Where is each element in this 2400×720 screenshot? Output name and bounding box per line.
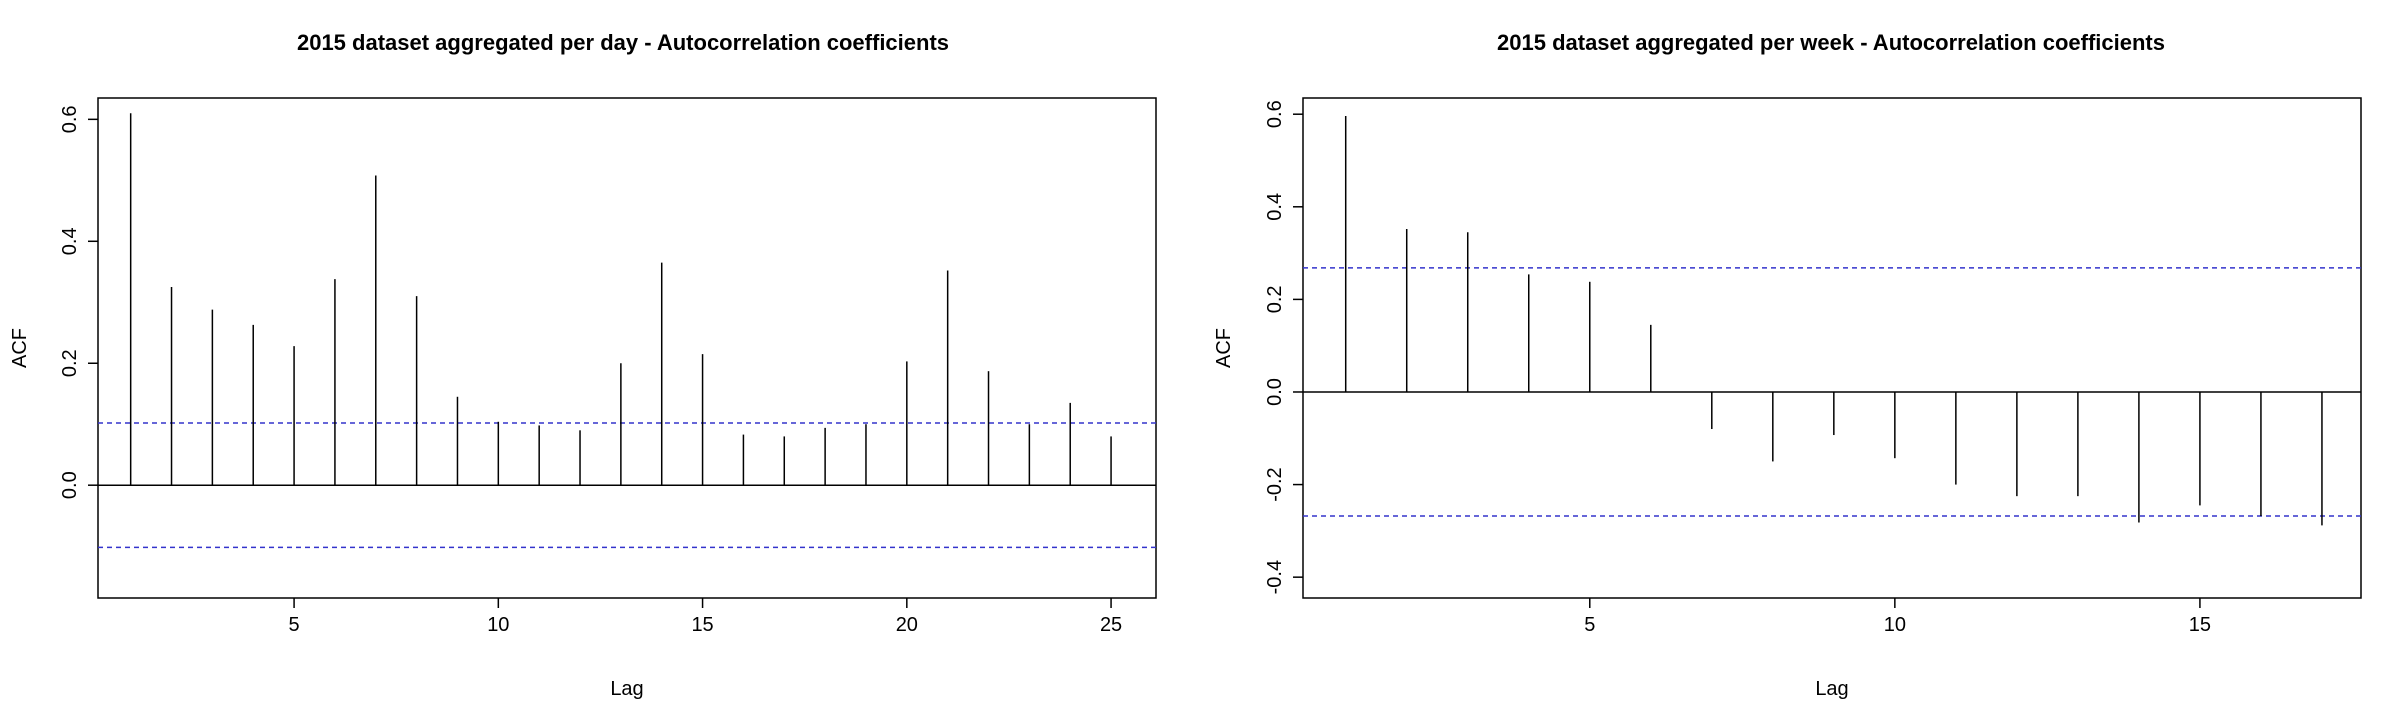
x-tick-label-daily: 20	[896, 614, 918, 636]
chart-title-weekly: 2015 dataset aggregated per week - Autoc…	[1497, 30, 2165, 55]
chart-panel-weekly: 2015 dataset aggregated per week - Autoc…	[1213, 30, 2362, 700]
y-tick-label-daily: 0.2	[59, 349, 81, 377]
plot-frame-weekly	[1302, 97, 2362, 599]
x-tick-label-weekly: 15	[2189, 614, 2211, 636]
y-tick-label-weekly: -0.2	[1264, 467, 1286, 501]
x-tick-label-daily: 25	[1100, 614, 1122, 636]
y-tick-label-daily: 0.6	[59, 105, 81, 133]
x-axis-label-daily: Lag	[610, 678, 643, 700]
y-tick-label-daily: 0.4	[59, 227, 81, 255]
chart-title-daily: 2015 dataset aggregated per day - Autoco…	[297, 30, 949, 55]
y-tick-label-weekly: 0.6	[1264, 100, 1286, 128]
y-tick-label-weekly: 0.4	[1264, 193, 1286, 221]
chart-panel-daily: 2015 dataset aggregated per day - Autoco…	[9, 30, 1157, 700]
x-axis-label-weekly: Lag	[1815, 678, 1848, 700]
y-tick-label-weekly: -0.4	[1264, 560, 1286, 594]
chart-marks-weekly: 5 10 15 -0.4 -0.2 0.0 0.2 0.4 0.6	[1264, 100, 2361, 636]
y-tick-label-daily: 0.0	[59, 471, 81, 499]
x-tick-label-daily: 10	[487, 614, 509, 636]
y-axis-label-daily: ACF	[9, 328, 31, 368]
x-tick-label-weekly: 10	[1884, 614, 1906, 636]
x-tick-label-daily: 5	[289, 614, 300, 636]
y-tick-label-weekly: 0.2	[1264, 285, 1286, 313]
y-axis-label-weekly: ACF	[1213, 328, 1235, 368]
y-tick-label-weekly: 0.0	[1264, 378, 1286, 406]
x-tick-label-daily: 15	[691, 614, 713, 636]
x-tick-label-weekly: 5	[1584, 614, 1595, 636]
plot-frame-daily	[97, 97, 1157, 599]
chart-marks-daily: 5 10 15 20 25 0.0 0.2 0.4 0.6	[59, 105, 1156, 636]
